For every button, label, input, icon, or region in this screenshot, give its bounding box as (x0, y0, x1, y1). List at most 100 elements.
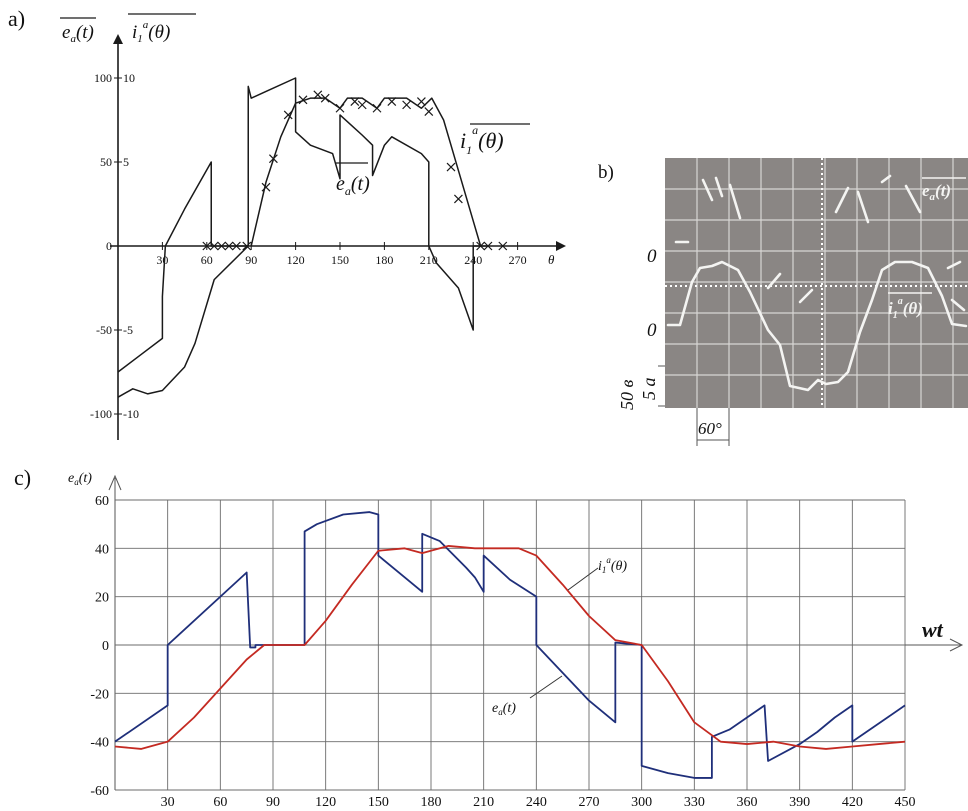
panel-a-x-marker (387, 97, 397, 106)
svg-text:i1a(θ): i1a(θ) (598, 555, 627, 575)
panel-c-annotation-ea: ea(t) (492, 675, 563, 717)
panel-a-x-marker (217, 241, 227, 251)
oscillogram-traces (666, 174, 968, 392)
panel-c: c) ea(t) 30 60 90 120 150 180 210 240 270 300 330 3… (14, 465, 964, 810)
panel-a-y-arrow (113, 34, 123, 44)
panel-c-y-arrow (108, 474, 122, 491)
panel-a-x-marker (476, 241, 486, 251)
panel-a-x-tick-label: 120 (287, 253, 305, 267)
panel-a-series-line (250, 97, 482, 247)
panel-c-y-tick-label: 20 (95, 591, 109, 606)
panel-c-x-tick-label: 210 (473, 795, 494, 810)
panel-a-x-marker (424, 107, 434, 117)
panel-a-x-marker (242, 241, 252, 251)
panel-c-x-tick-label: 360 (737, 795, 758, 810)
panel-a-x-marker (402, 100, 412, 110)
panel-c-series-i1a (114, 545, 906, 750)
panel-a-y-tick-label-left: -100 (90, 407, 112, 421)
panel-a-x-marker (224, 241, 234, 251)
panel-a-x-marker (261, 182, 271, 192)
panel-a-x-marker (268, 154, 278, 164)
panel-a-x-tick-label: 150 (331, 253, 349, 267)
panel-a-series-line (117, 77, 488, 398)
panel-c-x-tick-label: 420 (842, 795, 863, 810)
panel-a-x-marker (320, 93, 330, 103)
osc-trace (766, 272, 814, 304)
panel-c-x-tick-label: 270 (579, 795, 600, 810)
panel-a-y-tick-label-right: -5 (123, 323, 133, 337)
panel-c-x-tick-label: 300 (631, 795, 652, 810)
panel-a-x-marker (231, 241, 241, 251)
osc-trace (666, 260, 968, 392)
panel-a-label: a) (8, 6, 25, 31)
panel-b: b) 0 0 50 в 5 а 60° ea(t) i1a(θ) (598, 158, 968, 446)
panel-a-x-marker (453, 194, 463, 204)
panel-a-x-marker (498, 241, 508, 251)
panel-a: a) ea(t) i1a(θ) θ 30 60 90 120 150 180 210 240 2… (8, 6, 566, 440)
panel-c-x-tick-label: 30 (161, 795, 175, 810)
panel-a-x-marker (202, 241, 212, 251)
osc-trace (834, 174, 922, 224)
panel-a-x-marker (357, 100, 367, 110)
osc-zero-label-1: 0 (647, 246, 657, 267)
osc-zero-label-2: 0 (647, 320, 657, 341)
panel-a-x-tick-label: 60 (201, 253, 213, 267)
osc-trace (946, 260, 966, 312)
panel-c-y-tick-label: 60 (95, 494, 109, 509)
panel-a-x-marker (313, 90, 323, 100)
panel-c-label: c) (14, 465, 31, 490)
svg-text:i1a(θ): i1a(θ) (460, 123, 504, 157)
panel-a-markers (202, 90, 508, 251)
svg-text:ea(t): ea(t) (336, 173, 370, 198)
panel-a-y-tick-label-left: 50 (100, 155, 112, 169)
panel-c-x-tick-label: 450 (895, 795, 916, 810)
panel-c-y-tick-label: 0 (102, 639, 109, 654)
panel-a-x-marker (446, 162, 456, 172)
panel-a-y-tick-label-left: -50 (96, 323, 112, 337)
panel-a-xlabel: θ (548, 252, 555, 267)
panel-c-x-tick-label: 60 (213, 795, 227, 810)
panel-c-x-tick-label: 330 (684, 795, 705, 810)
panel-a-annotation-ea: ea(t) (336, 162, 370, 198)
osc-scale-volts: 50 в (617, 380, 637, 411)
panel-a-y-tick-label-right: -10 (123, 407, 139, 421)
panel-a-x-marker (483, 241, 493, 251)
panel-a-y-tick-label-right: 10 (123, 71, 135, 85)
svg-text:ea(t): ea(t) (62, 22, 94, 45)
panel-a-x-marker (283, 110, 293, 120)
panel-a-x-marker (350, 97, 360, 106)
osc-annotation-ea: ea(t) (922, 177, 966, 203)
panel-c-y-tick-label: 40 (95, 542, 109, 557)
oscillogram-screen (665, 158, 968, 408)
panel-a-x-marker (209, 241, 219, 251)
osc-scale-60deg: 60° (696, 408, 730, 446)
panel-a-x-tick-label: 180 (375, 253, 393, 267)
panel-c-y-tick-label: -20 (90, 687, 109, 702)
panel-c-x-tick-label: 240 (526, 795, 547, 810)
panel-a-y-tick-label-right: 5 (123, 155, 129, 169)
panel-c-x-arrow (949, 638, 964, 652)
panel-a-x-marker (298, 95, 308, 105)
osc-trace (701, 176, 742, 220)
panel-c-annotation-i1a: i1a(θ) (567, 555, 627, 591)
oscillogram-grid (665, 158, 968, 408)
svg-text:i1a(θ): i1a(θ) (132, 19, 170, 45)
svg-text:60°: 60° (698, 419, 722, 438)
panel-a-x-tick-label: 90 (245, 253, 257, 267)
panel-c-x-tick-label: 180 (421, 795, 442, 810)
panel-c-series (114, 511, 906, 779)
panel-a-x-marker (372, 103, 382, 113)
panel-c-x-tick-label: 390 (789, 795, 810, 810)
panel-c-x-tick-label: 120 (315, 795, 336, 810)
panel-a-series-line (117, 161, 249, 373)
panel-c-ticks: 30 60 90 120 150 180 210 240 270 300 330 360 390 420 4… (90, 494, 915, 810)
panel-a-y-tick-label-left: 0 (106, 239, 112, 253)
panel-a-x-marker (416, 97, 426, 106)
panel-a-ylabel-left: ea(t) (60, 17, 96, 45)
panel-c-xlabel: wt (922, 617, 944, 642)
panel-a-y-tick-label-left: 100 (94, 71, 112, 85)
panel-c-grid (115, 499, 906, 791)
svg-text:ea(t): ea(t) (492, 701, 516, 717)
panel-c-x-tick-label: 90 (266, 795, 280, 810)
